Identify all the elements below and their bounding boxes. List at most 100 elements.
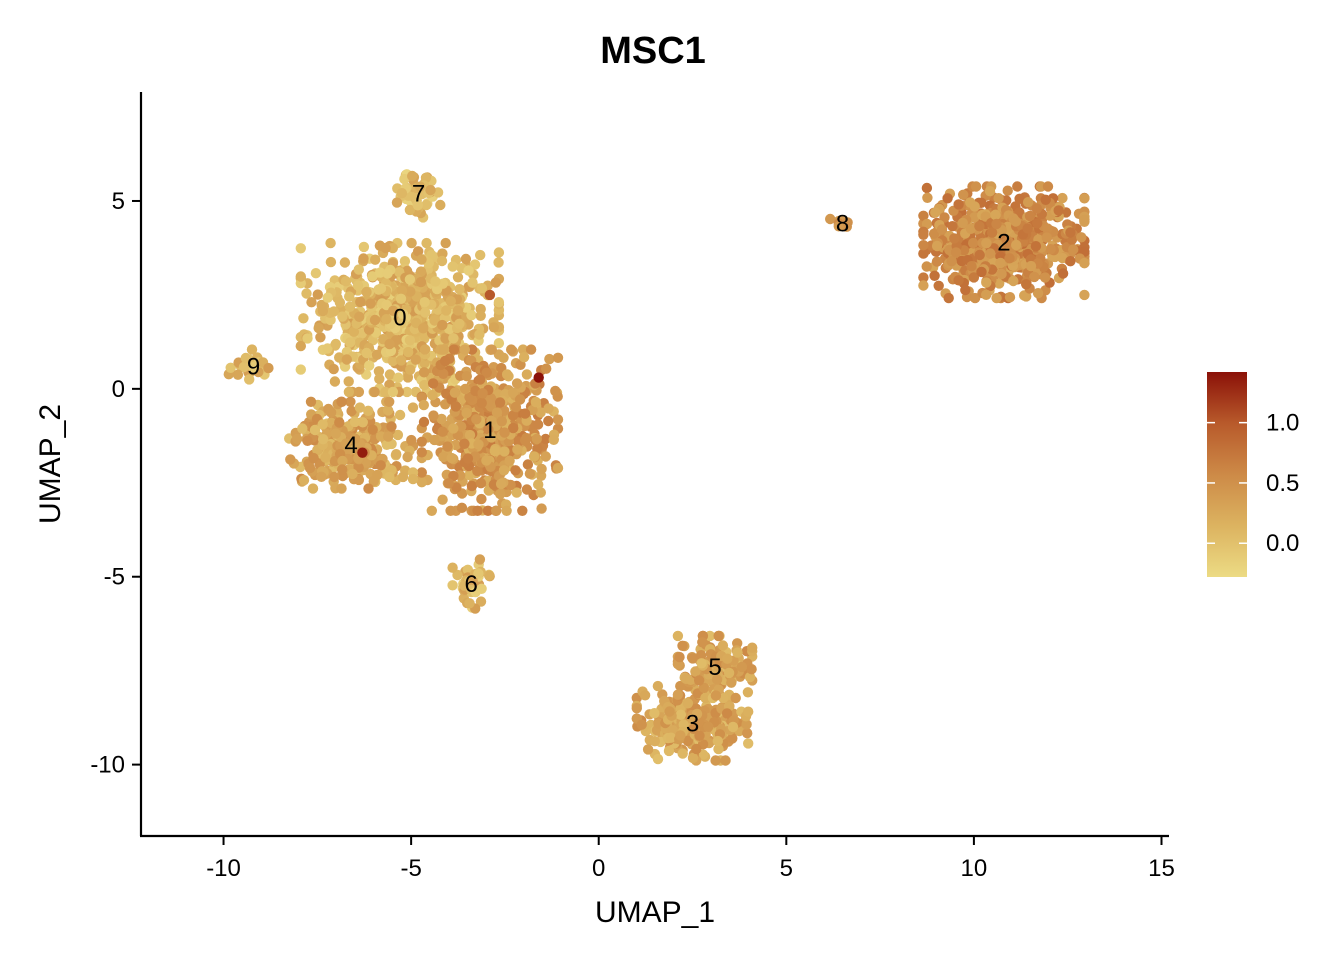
cell-point — [990, 209, 1001, 221]
cell-point — [387, 355, 398, 367]
cluster-label: 8 — [836, 211, 849, 238]
cell-point — [741, 719, 752, 730]
colorbar-tick-label: 0.0 — [1266, 530, 1299, 557]
cell-point — [986, 227, 998, 238]
x-tick-label: 5 — [780, 855, 793, 882]
cell-point — [361, 286, 372, 298]
cell-point — [375, 283, 387, 294]
cell-point — [960, 284, 971, 296]
cell-point — [344, 301, 356, 312]
cell-point — [395, 293, 407, 304]
cell-point — [306, 297, 317, 308]
cell-point — [1001, 237, 1012, 248]
cell-point — [464, 469, 475, 481]
cell-point — [994, 278, 1005, 289]
x-axis-title: UMAP_1 — [595, 896, 715, 929]
cell-point — [397, 471, 409, 483]
cell-point — [544, 353, 555, 365]
cluster-label: 6 — [465, 571, 478, 598]
cluster-label: 0 — [393, 305, 406, 332]
cell-point — [325, 407, 337, 418]
cell-point — [476, 283, 488, 294]
cell-point — [418, 367, 430, 378]
cell-point — [405, 364, 416, 375]
cell-point — [440, 237, 451, 249]
cell-point — [325, 237, 336, 249]
cell-point — [1012, 181, 1023, 192]
cell-point — [842, 217, 853, 228]
cell-point — [517, 505, 528, 516]
cell-point — [429, 434, 440, 446]
cell-point — [421, 199, 432, 211]
cell-point — [391, 449, 402, 460]
cell-point — [429, 315, 440, 326]
cell-point — [687, 752, 699, 764]
cell-point — [519, 408, 531, 419]
cell-point — [968, 272, 980, 283]
cell-point — [466, 344, 478, 355]
cell-point — [720, 755, 731, 766]
chart-title: MSC1 — [600, 30, 706, 72]
cell-point — [727, 733, 738, 744]
cell-point — [308, 452, 319, 464]
cell-point — [722, 653, 733, 664]
cell-point — [1004, 253, 1015, 264]
high-expression-point — [533, 372, 544, 383]
cell-point — [690, 666, 701, 677]
x-tick-label: -5 — [400, 855, 421, 882]
cell-point — [1076, 232, 1087, 243]
cell-point — [746, 664, 757, 675]
cell-point — [406, 434, 417, 446]
cell-point — [922, 192, 933, 203]
cell-point — [403, 346, 414, 358]
cell-point — [320, 452, 331, 463]
cell-point — [363, 483, 374, 494]
cell-point — [682, 735, 694, 747]
cell-point — [364, 360, 375, 371]
cell-point — [521, 369, 533, 380]
cell-point — [452, 569, 463, 581]
cell-point — [496, 416, 507, 427]
cell-point — [921, 218, 933, 230]
cell-point — [931, 256, 943, 267]
cell-point — [384, 471, 395, 483]
cell-point — [652, 680, 664, 692]
cell-point — [540, 451, 551, 462]
cell-point — [322, 343, 333, 354]
cell-point — [649, 708, 660, 719]
cell-point — [691, 708, 703, 720]
cell-point — [541, 363, 552, 374]
cell-point — [981, 289, 992, 300]
cell-point — [448, 470, 459, 482]
y-tick-label: -5 — [104, 564, 125, 591]
cell-point — [493, 338, 505, 349]
high-expression-point — [357, 447, 368, 458]
cell-point — [491, 505, 502, 516]
cell-point — [949, 233, 960, 244]
cell-point — [540, 433, 551, 445]
colorbar-tick-label: 0.5 — [1266, 470, 1299, 497]
cell-point — [981, 277, 992, 288]
cell-point — [447, 580, 458, 591]
cell-point — [407, 170, 418, 182]
cell-point — [337, 455, 348, 467]
cell-point — [336, 396, 347, 407]
cell-point — [747, 642, 758, 653]
cell-point — [450, 401, 461, 412]
cell-point — [396, 285, 408, 296]
cell-point — [301, 288, 312, 299]
cell-point — [425, 184, 436, 196]
cell-point — [471, 414, 482, 425]
cell-point — [416, 467, 427, 478]
cell-point — [440, 333, 451, 344]
cell-point — [225, 362, 236, 373]
cell-point — [993, 193, 1004, 204]
cell-point — [394, 409, 406, 421]
cell-point — [966, 261, 977, 272]
cell-point — [1010, 216, 1021, 227]
cell-point — [525, 344, 537, 355]
cell-point — [498, 465, 510, 476]
cell-point — [507, 387, 519, 398]
cell-point — [427, 378, 439, 389]
cell-point — [440, 355, 451, 367]
